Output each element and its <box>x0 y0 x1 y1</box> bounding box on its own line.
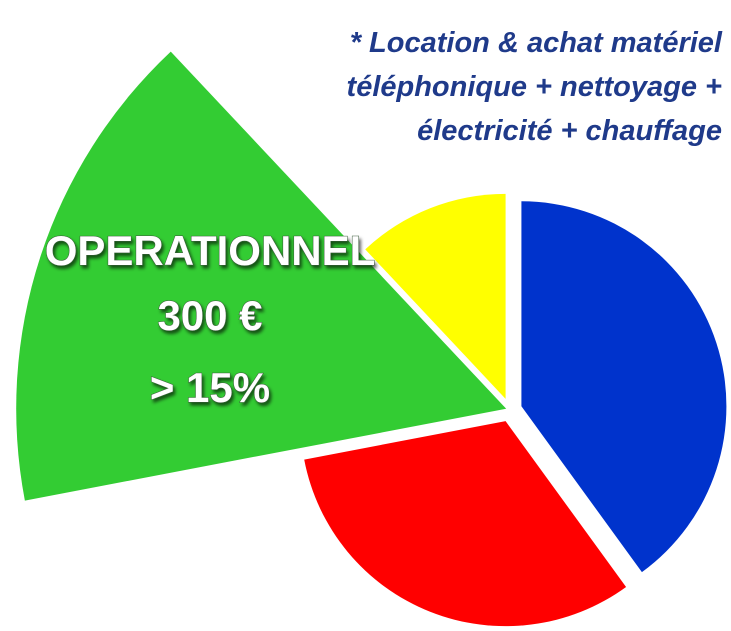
pie <box>16 51 727 627</box>
annotation: électricité + chauffage <box>417 115 722 147</box>
pie-slice <box>521 201 727 573</box>
slice-label: OPERATIONNEL <box>45 227 376 274</box>
pie-slice <box>304 421 627 627</box>
annotation: téléphonique + nettoyage + <box>347 71 723 103</box>
slice-label: 300 € <box>157 292 262 339</box>
slice-label: > 15% <box>150 364 270 411</box>
annotation: * Location & achat matériel <box>350 27 723 59</box>
pie-slice <box>365 193 506 399</box>
pie-slice <box>16 51 507 501</box>
labels: OPERATIONNEL 300 € > 15% * Location & achat… <box>44 27 723 412</box>
